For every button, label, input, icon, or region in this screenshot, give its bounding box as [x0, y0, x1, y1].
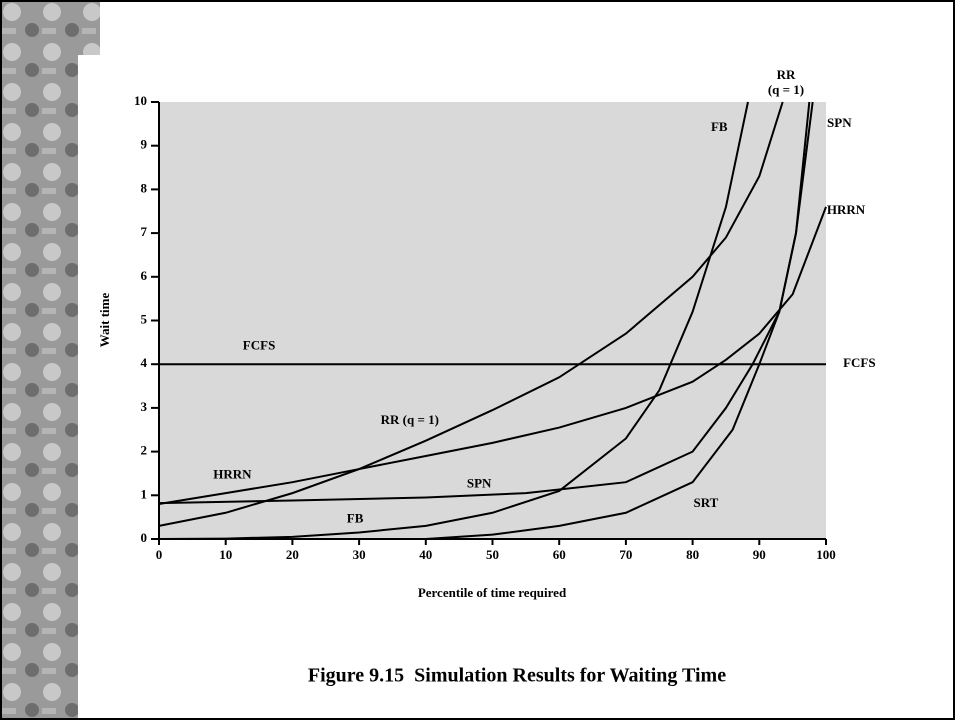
- x-tick-label: 100: [816, 547, 836, 562]
- curve-label: SPN: [827, 115, 852, 130]
- x-axis-title: Percentile of time required: [418, 585, 567, 600]
- decor: [0, 0, 78, 720]
- y-axis-title: Wait time: [97, 293, 112, 348]
- y-tick-label: 4: [141, 355, 148, 370]
- y-tick-label: 3: [141, 399, 148, 414]
- y-tick-label: 9: [141, 137, 148, 152]
- curve-label: SRT: [694, 495, 719, 510]
- x-tick-label: 80: [686, 547, 699, 562]
- x-tick-label: 60: [553, 547, 566, 562]
- y-tick-label: 0: [141, 530, 148, 545]
- x-tick-label: 10: [219, 547, 232, 562]
- curve-label: (q = 1): [768, 82, 804, 97]
- x-tick-label: 0: [156, 547, 163, 562]
- y-tick-label: 5: [141, 311, 148, 326]
- y-tick-label: 6: [141, 268, 148, 283]
- curve-label: FB: [711, 119, 728, 134]
- curve-label: HRRN: [827, 202, 866, 217]
- curve-label: FCFS: [843, 355, 876, 370]
- curve-label: FB: [347, 510, 364, 525]
- y-tick-label: 8: [141, 180, 148, 195]
- caption: Figure 9.15 Simulation Results for Waiti…: [308, 665, 726, 687]
- x-tick-label: 50: [486, 547, 499, 562]
- curve-label: RR (q = 1): [381, 412, 439, 427]
- x-tick-label: 90: [753, 547, 766, 562]
- y-tick-label: 2: [141, 443, 148, 458]
- y-tick-label: 7: [141, 224, 148, 239]
- x-tick-label: 30: [353, 547, 366, 562]
- plot-bg: [159, 102, 826, 539]
- y-tick-label: 10: [134, 93, 147, 108]
- x-tick-label: 20: [286, 547, 299, 562]
- curve-label: FCFS: [243, 338, 276, 353]
- slide: 0123456789100102030405060708090100FCFSFC…: [0, 0, 955, 720]
- x-tick-label: 70: [619, 547, 632, 562]
- curve-label: HRRN: [213, 467, 252, 482]
- curve-label: RR: [777, 67, 796, 82]
- x-tick-label: 40: [419, 547, 432, 562]
- curve-label: SPN: [467, 475, 492, 490]
- y-tick-label: 1: [141, 486, 148, 501]
